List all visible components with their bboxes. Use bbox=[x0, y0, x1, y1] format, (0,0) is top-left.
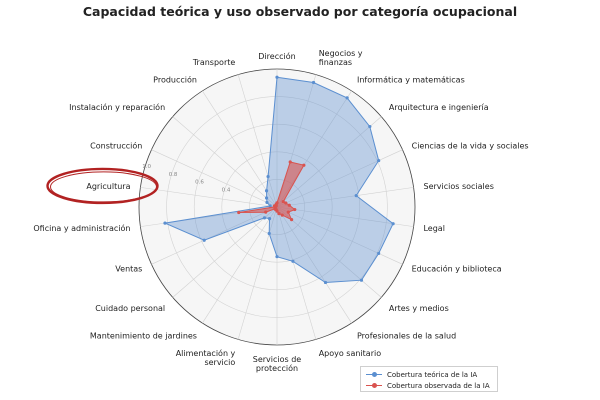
category-label: Alimentación y servicio bbox=[176, 348, 236, 367]
series-point-0 bbox=[354, 194, 358, 198]
category-label: Cuidado personal bbox=[95, 304, 165, 313]
legend-swatch-teorica bbox=[366, 371, 382, 379]
series-point-1 bbox=[237, 210, 241, 215]
series-point-1 bbox=[277, 212, 281, 216]
grid-spoke bbox=[237, 74, 278, 208]
series-point-0 bbox=[291, 259, 295, 263]
category-label: Artes y medios bbox=[389, 304, 449, 313]
series-point-0 bbox=[163, 221, 167, 225]
series-point-0 bbox=[368, 124, 372, 129]
series-point-0 bbox=[267, 231, 271, 236]
grid-spoke bbox=[237, 206, 278, 340]
series-point-0 bbox=[323, 280, 328, 285]
grid-spoke bbox=[276, 116, 382, 208]
category-label: Servicios sociales bbox=[423, 182, 493, 191]
category-label: Instalación y reparación bbox=[69, 102, 165, 112]
grid-spoke bbox=[276, 206, 317, 340]
grid-spoke bbox=[276, 149, 403, 208]
series-point-0 bbox=[268, 204, 272, 208]
legend-label-observada: Cobertura observada de la IA bbox=[387, 381, 490, 390]
category-label: Informática y matemáticas bbox=[357, 75, 465, 84]
grid-spoke bbox=[172, 206, 278, 298]
category-label: Agricultura bbox=[86, 182, 130, 191]
series-point-1 bbox=[264, 210, 268, 214]
category-label: Ventas bbox=[115, 264, 142, 273]
series-point-1 bbox=[302, 163, 306, 167]
series-point-1 bbox=[290, 218, 294, 222]
grid-spoke bbox=[202, 90, 278, 208]
series-point-1 bbox=[281, 199, 285, 204]
grid-spoke bbox=[151, 149, 278, 208]
series-point-1 bbox=[287, 203, 291, 207]
category-label: Apoyo sanitario bbox=[319, 349, 382, 358]
series-point-0 bbox=[391, 222, 395, 226]
series-point-0 bbox=[377, 251, 381, 256]
grid-spoke bbox=[276, 187, 414, 208]
series-point-0 bbox=[359, 278, 364, 282]
highlight-circle bbox=[46, 167, 159, 205]
category-label: Profesionales de la salud bbox=[357, 332, 456, 341]
legend-label-teorica: Cobertura teórica de la IA bbox=[387, 370, 478, 379]
series-point-0 bbox=[264, 196, 269, 200]
series-point-0 bbox=[266, 174, 270, 179]
radial-tick-label: 1.0 bbox=[142, 164, 151, 170]
category-label: Producción bbox=[153, 74, 197, 84]
chart-title: Capacidad teórica y uso observado por ca… bbox=[82, 4, 518, 19]
category-label: Oficina y administración bbox=[33, 223, 130, 233]
highlight-circle-inner bbox=[50, 171, 158, 203]
category-label: Mantenimiento de jardines bbox=[90, 332, 197, 341]
series-point-0 bbox=[202, 238, 206, 242]
grid-spoke bbox=[276, 206, 414, 227]
category-label: Servicios de protección bbox=[253, 355, 302, 373]
category-label: Construcción bbox=[90, 141, 142, 151]
category-label: Arquitectura e ingeniería bbox=[389, 103, 489, 112]
radial-tick-label: 0.4 bbox=[222, 187, 231, 193]
grid-spoke bbox=[276, 206, 382, 298]
category-label: Transporte bbox=[192, 58, 236, 67]
category-label: Educación y biblioteca bbox=[412, 263, 502, 273]
grid-spoke bbox=[202, 206, 278, 324]
series-point-0 bbox=[267, 217, 272, 221]
series-point-0 bbox=[275, 255, 279, 259]
legend-item-observada: Cobertura observada de la IA bbox=[366, 380, 492, 391]
category-label: Negocios y finanzas bbox=[319, 49, 363, 67]
series-point-1 bbox=[280, 213, 284, 217]
series-point-1 bbox=[288, 160, 292, 164]
grid-spoke bbox=[151, 206, 278, 265]
radial-tick-label: 0.6 bbox=[195, 180, 204, 186]
series-point-1 bbox=[293, 207, 297, 212]
grid-spoke bbox=[276, 206, 352, 324]
series-point-0 bbox=[311, 80, 316, 85]
category-label: Dirección bbox=[258, 51, 295, 61]
grid-spoke bbox=[140, 187, 278, 208]
series-point-0 bbox=[377, 158, 381, 163]
radial-tick-label: 0.8 bbox=[169, 172, 178, 178]
legend-item-teorica: Cobertura teórica de la IA bbox=[366, 369, 492, 380]
series-point-0 bbox=[264, 189, 269, 193]
series-point-0 bbox=[275, 75, 279, 79]
category-label: Ciencias de la vida y sociales bbox=[412, 142, 529, 151]
series-point-0 bbox=[345, 96, 349, 100]
grid-spoke bbox=[172, 116, 278, 208]
series-point-0 bbox=[262, 216, 267, 220]
category-label: Legal bbox=[423, 224, 444, 233]
series-point-1 bbox=[286, 210, 290, 214]
series-point-0 bbox=[265, 200, 269, 205]
legend: Cobertura teórica de la IA Cobertura obs… bbox=[360, 366, 498, 392]
legend-swatch-observada bbox=[366, 382, 382, 390]
series-point-1 bbox=[274, 202, 278, 206]
grid-spoke bbox=[276, 206, 403, 265]
series-point-1 bbox=[284, 201, 288, 205]
